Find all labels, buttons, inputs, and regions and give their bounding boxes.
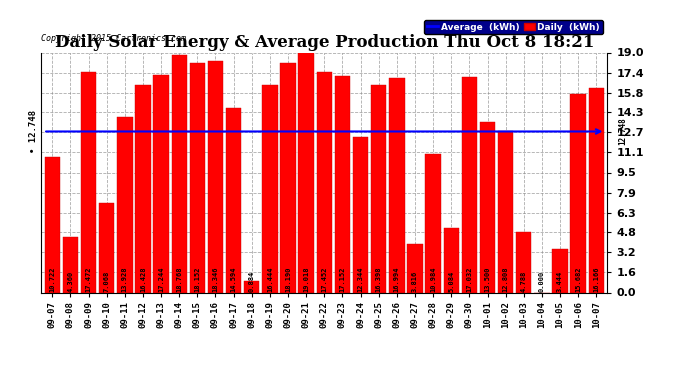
Bar	[335, 76, 350, 292]
Bar	[426, 154, 441, 292]
Text: 12.344: 12.344	[357, 266, 364, 292]
Text: • 12.748: • 12.748	[29, 110, 38, 153]
Bar	[389, 78, 404, 292]
Bar	[63, 237, 78, 292]
Text: 4.360: 4.360	[68, 271, 73, 292]
Bar	[262, 85, 277, 292]
Text: 15.682: 15.682	[575, 266, 581, 292]
Text: 16.428: 16.428	[140, 266, 146, 292]
Bar	[172, 56, 187, 292]
Text: 13.500: 13.500	[484, 266, 491, 292]
Text: 7.068: 7.068	[104, 271, 110, 292]
Bar	[190, 63, 205, 292]
Bar	[462, 77, 477, 292]
Text: 17.452: 17.452	[322, 266, 327, 292]
Text: 3.816: 3.816	[412, 271, 418, 292]
Bar	[208, 61, 223, 292]
Bar	[299, 52, 314, 292]
Text: 4.788: 4.788	[521, 271, 526, 292]
Bar	[516, 232, 531, 292]
Text: 13.928: 13.928	[122, 266, 128, 292]
Text: 17.032: 17.032	[466, 266, 473, 292]
Bar	[117, 117, 132, 292]
Bar	[571, 94, 586, 292]
Bar	[480, 122, 495, 292]
Bar	[317, 72, 332, 292]
Text: 12.808: 12.808	[502, 266, 509, 292]
Bar	[552, 249, 568, 292]
Bar	[371, 86, 386, 292]
Text: 18.190: 18.190	[285, 266, 291, 292]
Text: 5.084: 5.084	[448, 271, 454, 292]
Bar	[153, 75, 169, 292]
Bar	[45, 157, 60, 292]
Title: Daily Solar Energy & Average Production Thu Oct 8 18:21: Daily Solar Energy & Average Production …	[55, 34, 594, 51]
Text: 12.748: 12.748	[618, 118, 627, 146]
Text: Copyright 2015 Cartronics.com: Copyright 2015 Cartronics.com	[41, 34, 186, 43]
Text: 16.166: 16.166	[593, 266, 600, 292]
Text: 16.398: 16.398	[375, 266, 382, 292]
Bar	[135, 85, 150, 292]
Text: 18.768: 18.768	[176, 266, 182, 292]
Text: 3.444: 3.444	[557, 271, 563, 292]
Bar	[226, 108, 241, 292]
Bar	[244, 281, 259, 292]
Bar	[498, 131, 513, 292]
Bar	[99, 203, 115, 292]
Text: 0.000: 0.000	[539, 271, 545, 292]
Bar	[407, 244, 423, 292]
Bar	[589, 88, 604, 292]
Bar	[444, 228, 459, 292]
Legend: Average  (kWh), Daily  (kWh): Average (kWh), Daily (kWh)	[424, 20, 602, 34]
Text: 16.994: 16.994	[394, 266, 400, 292]
Bar	[353, 136, 368, 292]
Text: 10.984: 10.984	[430, 266, 436, 292]
Text: 0.884: 0.884	[249, 271, 255, 292]
Text: 10.722: 10.722	[49, 266, 55, 292]
Bar	[280, 63, 296, 292]
Text: 16.444: 16.444	[267, 266, 273, 292]
Text: 17.244: 17.244	[158, 266, 164, 292]
Bar	[81, 72, 97, 292]
Text: 14.594: 14.594	[230, 266, 237, 292]
Text: 17.472: 17.472	[86, 266, 92, 292]
Text: 18.346: 18.346	[213, 266, 219, 292]
Text: 17.152: 17.152	[339, 266, 346, 292]
Text: 19.018: 19.018	[303, 266, 309, 292]
Text: 18.152: 18.152	[195, 266, 200, 292]
